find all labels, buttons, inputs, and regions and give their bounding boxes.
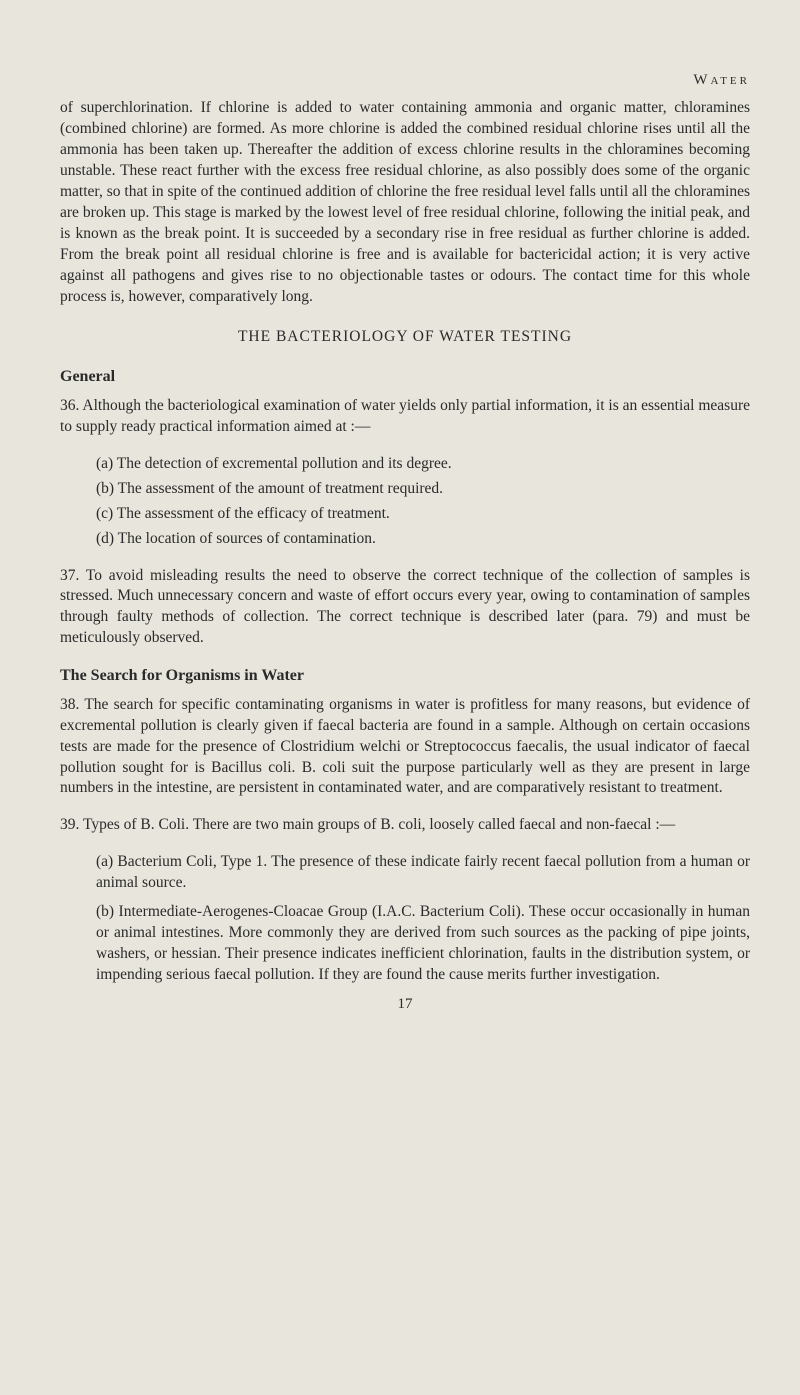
heading-search-organisms: The Search for Organisms in Water	[60, 665, 750, 687]
list-item-a: (a) The detection of excremental polluti…	[96, 454, 750, 475]
paragraph-37: 37. To avoid misleading results the need…	[60, 566, 750, 650]
paragraph-38: 38. The search for specific contaminatin…	[60, 695, 750, 800]
page-number: 17	[60, 994, 750, 1014]
list-item-b: (b) The assessment of the amount of trea…	[96, 479, 750, 500]
paragraph-39-a: (a) Bacterium Coli, Type 1. The presence…	[96, 852, 750, 894]
list-36: (a) The detection of excremental polluti…	[60, 454, 750, 550]
paragraph-36: 36. Although the bacteriological examina…	[60, 396, 750, 438]
heading-general: General	[60, 366, 750, 388]
list-item-c: (c) The assessment of the efficacy of tr…	[96, 504, 750, 525]
paragraph-superchlorination: of superchlorination. If chlorine is add…	[60, 98, 750, 307]
paragraph-39-intro: 39. Types of B. Coli. There are two main…	[60, 815, 750, 836]
section-title-bacteriology: THE BACTERIOLOGY OF WATER TESTING	[60, 327, 750, 348]
paragraph-39-b: (b) Intermediate-Aerogenes-Cloacae Group…	[96, 902, 750, 986]
running-header: Water	[60, 70, 750, 90]
list-item-d: (d) The location of sources of contamina…	[96, 529, 750, 550]
